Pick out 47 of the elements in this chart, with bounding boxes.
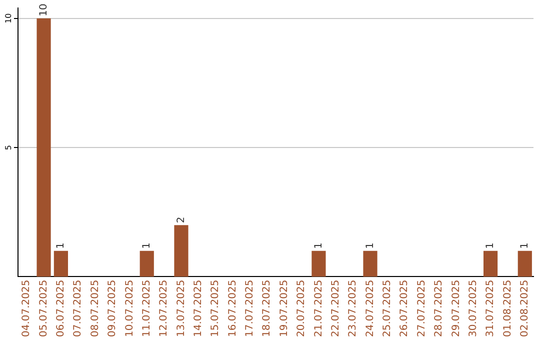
data-label: 1 [141,242,152,249]
data-label: 2 [176,216,187,224]
x-tick-label: 15.07.2025 [210,280,222,338]
data-label: 1 [364,242,376,249]
bar [140,250,154,277]
x-tick-label: 18.07.2025 [262,280,273,338]
x-tick-label: 25.07.2025 [382,280,394,338]
x-tick-label: 20.07.2025 [296,280,308,338]
x-tick-label: 10.07.2025 [124,280,136,338]
x-tick-label: 01.08.2025 [502,280,514,338]
x-tick-label: 26.07.2025 [399,280,410,338]
data-label: 10 [38,4,50,16]
x-tick-label: 04.07.2025 [21,280,32,338]
x-tick-label: 28.07.2025 [434,280,445,338]
bar [483,250,498,277]
data-label: 1 [313,242,324,249]
bar [36,18,51,277]
x-tick-label: 21.07.2025 [313,280,324,338]
x-tick-label: 05.07.2025 [38,280,50,338]
bar [54,250,68,277]
bar [312,250,326,277]
x-tick-label: 29.07.2025 [450,280,462,338]
x-tick-label: 13.07.2025 [176,280,187,338]
x-tick-label: 09.07.2025 [107,280,118,338]
bar [363,250,378,277]
bar [518,250,532,277]
x-tick-label: 30.07.2025 [468,280,479,338]
x-tick-label: 07.07.2025 [72,280,84,338]
x-tick-label: 27.07.2025 [416,280,428,338]
x-tick-label: 19.07.2025 [278,280,290,338]
data-label: 1 [519,242,530,249]
x-tick-label: 02.08.2025 [519,280,530,338]
bar [174,225,188,277]
x-tick-label: 08.07.2025 [90,280,101,338]
x-tick-label: 31.07.2025 [485,280,496,338]
x-tick-label: 16.07.2025 [227,280,238,338]
x-tick-label: 24.07.2025 [364,280,376,338]
x-tick-label: 14.07.2025 [193,280,204,338]
data-label: 1 [485,242,496,249]
x-tick-label: 06.07.2025 [56,280,67,338]
x-tick-label: 23.07.2025 [348,280,359,338]
x-tick-label: 11.07.2025 [141,280,152,338]
data-label: 1 [56,242,67,249]
x-tick-label: 22.07.2025 [330,280,342,338]
x-tick-label: 17.07.2025 [244,280,256,338]
x-tick-label: 12.07.2025 [158,280,170,338]
y-tick-label: 5 [4,144,14,150]
